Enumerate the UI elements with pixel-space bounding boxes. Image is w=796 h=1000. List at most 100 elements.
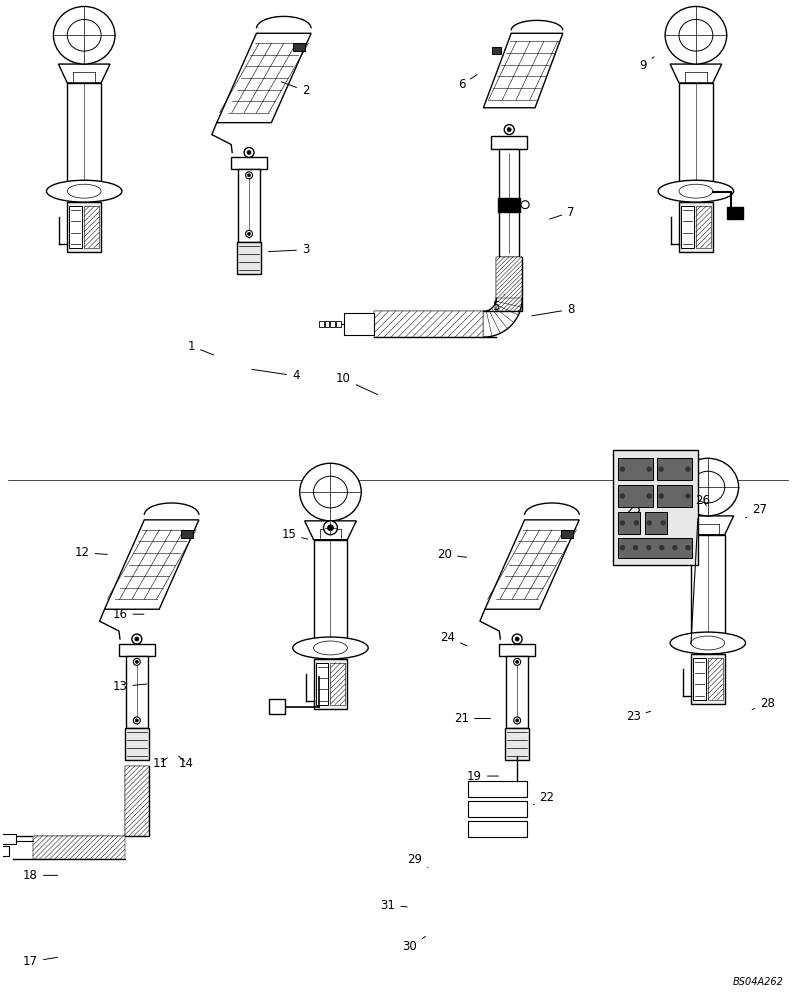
Text: 12: 12 — [75, 546, 107, 559]
Ellipse shape — [293, 637, 369, 659]
Text: 16: 16 — [112, 608, 144, 621]
Ellipse shape — [673, 545, 677, 550]
Text: 19: 19 — [467, 770, 498, 783]
Text: 4: 4 — [252, 369, 299, 382]
Ellipse shape — [620, 520, 625, 525]
Ellipse shape — [620, 494, 625, 499]
Ellipse shape — [135, 637, 139, 641]
Ellipse shape — [620, 545, 625, 550]
Bar — [315, 663, 329, 705]
Ellipse shape — [132, 634, 142, 644]
Text: 14: 14 — [178, 756, 194, 770]
Ellipse shape — [658, 467, 664, 472]
Text: 1: 1 — [188, 340, 213, 355]
Ellipse shape — [512, 634, 522, 644]
Polygon shape — [104, 520, 199, 609]
Bar — [237, 242, 261, 274]
Ellipse shape — [68, 184, 101, 198]
Bar — [69, 206, 82, 248]
Bar — [618, 485, 654, 507]
Ellipse shape — [685, 545, 690, 550]
Ellipse shape — [515, 637, 519, 641]
Bar — [618, 458, 654, 480]
Ellipse shape — [647, 520, 652, 525]
Bar — [646, 512, 667, 534]
Ellipse shape — [68, 19, 101, 51]
Ellipse shape — [513, 658, 521, 665]
Bar — [561, 530, 573, 538]
Bar — [506, 656, 528, 728]
Bar — [119, 644, 154, 656]
Bar — [337, 321, 341, 327]
Polygon shape — [217, 33, 311, 123]
Bar — [269, 699, 285, 714]
Text: 29: 29 — [408, 853, 427, 867]
Bar — [467, 821, 527, 837]
Text: 3: 3 — [269, 243, 310, 256]
Text: 18: 18 — [23, 869, 57, 882]
Bar — [493, 47, 501, 54]
Bar — [696, 206, 711, 248]
Ellipse shape — [685, 494, 690, 499]
Bar — [727, 207, 743, 219]
Ellipse shape — [516, 719, 519, 722]
Bar — [318, 321, 323, 327]
Text: 22: 22 — [533, 791, 555, 805]
Bar — [125, 728, 149, 760]
Ellipse shape — [246, 172, 252, 179]
Ellipse shape — [691, 636, 724, 650]
Text: 20: 20 — [437, 548, 466, 561]
Ellipse shape — [248, 174, 251, 177]
Bar — [657, 458, 692, 480]
Polygon shape — [58, 64, 110, 83]
Ellipse shape — [647, 467, 652, 472]
Ellipse shape — [659, 545, 664, 550]
Bar — [68, 83, 101, 182]
Text: 13: 13 — [112, 680, 147, 693]
Bar — [0, 834, 16, 844]
Bar — [126, 656, 148, 728]
Bar — [499, 149, 519, 257]
Ellipse shape — [513, 717, 521, 724]
Ellipse shape — [679, 19, 713, 51]
Text: 28: 28 — [752, 697, 775, 710]
Bar — [314, 659, 347, 709]
Bar — [618, 512, 640, 534]
Ellipse shape — [46, 180, 122, 202]
Ellipse shape — [299, 463, 361, 521]
Bar — [505, 728, 529, 760]
Ellipse shape — [134, 658, 140, 665]
Bar — [125, 766, 149, 836]
Bar — [691, 654, 724, 704]
Polygon shape — [682, 516, 734, 535]
Bar — [657, 485, 692, 507]
Text: 27: 27 — [746, 503, 767, 518]
Ellipse shape — [679, 184, 712, 198]
Bar — [491, 136, 527, 149]
Ellipse shape — [620, 467, 625, 472]
Text: 9: 9 — [639, 57, 654, 72]
Bar — [467, 801, 527, 817]
Ellipse shape — [685, 467, 690, 472]
Ellipse shape — [244, 147, 254, 157]
Ellipse shape — [134, 717, 140, 724]
Text: 23: 23 — [626, 710, 650, 723]
Text: 10: 10 — [336, 372, 377, 395]
Text: 7: 7 — [549, 206, 575, 219]
Bar — [293, 43, 305, 51]
Bar — [679, 202, 712, 252]
Ellipse shape — [677, 458, 739, 516]
Ellipse shape — [647, 494, 652, 499]
Bar — [314, 540, 347, 639]
Ellipse shape — [248, 232, 251, 235]
Polygon shape — [670, 64, 722, 83]
Ellipse shape — [504, 125, 514, 135]
Ellipse shape — [633, 545, 638, 550]
Ellipse shape — [247, 150, 251, 154]
Bar — [33, 836, 125, 859]
Bar — [498, 198, 520, 212]
Text: 15: 15 — [281, 528, 308, 541]
Text: 2: 2 — [282, 82, 310, 97]
Polygon shape — [305, 521, 357, 540]
Ellipse shape — [53, 6, 115, 64]
